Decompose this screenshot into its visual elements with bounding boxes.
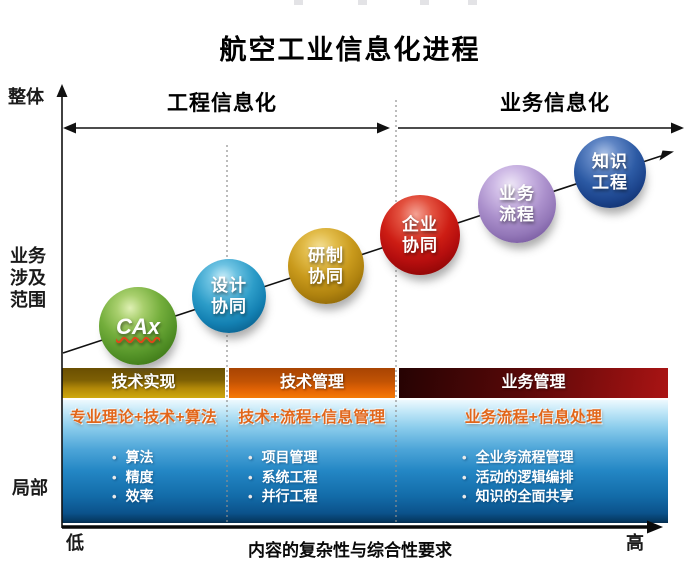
crop-artifact — [420, 0, 429, 5]
sphere-label-line: 企业 — [402, 215, 438, 234]
sphere-development-collaboration: 研制 协同 — [288, 228, 364, 304]
arrow-right-icon — [671, 122, 684, 134]
y-axis-top-label: 整体 — [8, 87, 44, 107]
list-item: 系统工程 — [248, 468, 318, 488]
bullet-text: 效率 — [125, 488, 154, 504]
bullet-text: 活动的逻辑编排 — [475, 468, 574, 485]
list-item: 活动的逻辑编排 — [462, 468, 574, 488]
list-item: 算法 — [112, 448, 154, 468]
subtitle-business-management: 业务流程+信息处理 — [464, 409, 603, 426]
bullet-text: 知识的全面共享 — [475, 488, 574, 504]
band-business-management: 业务管理 — [399, 368, 668, 398]
sphere-business-process: 业务 流程 — [478, 165, 556, 243]
bullet-text: 系统工程 — [261, 468, 318, 485]
section-label-business: 业务信息化 — [500, 92, 610, 115]
bullet-list-business-management: 全业务流程管理 活动的逻辑编排 知识的全面共享 — [462, 448, 574, 507]
bullet-text: 算法 — [125, 449, 154, 465]
sphere-label-line: 流程 — [499, 205, 535, 224]
sphere-label-line: 业务 — [499, 184, 535, 203]
arrow-left-icon — [63, 122, 76, 134]
y-axis-mid-line2: 涉及 — [10, 268, 46, 288]
crop-artifact — [468, 0, 477, 5]
list-item: 全业务流程管理 — [462, 448, 574, 468]
sphere-label-line: 知识 — [592, 152, 628, 171]
section-label-engineering: 工程信息化 — [167, 92, 277, 115]
crop-artifact — [358, 0, 367, 5]
trend-arrowhead-icon — [659, 150, 674, 161]
sphere-knowledge-engineering: 知识 工程 — [574, 136, 646, 208]
bullet-text: 精度 — [125, 468, 154, 485]
sphere-cax: CAx — [99, 287, 177, 365]
arrow-right-icon — [377, 122, 390, 134]
sphere-label-line: 协同 — [211, 297, 247, 316]
sphere-label-line: 工程 — [592, 173, 628, 192]
band-tech-management: 技术管理 — [229, 368, 395, 398]
x-axis-high-label: 高 — [626, 533, 644, 553]
band-tech-implementation: 技术实现 — [62, 368, 225, 398]
bullet-text: 全业务流程管理 — [475, 449, 574, 465]
list-item: 知识的全面共享 — [462, 487, 574, 507]
list-item: 精度 — [112, 468, 154, 488]
x-axis-low-label: 低 — [66, 533, 84, 553]
x-axis-title: 内容的复杂性与综合性要求 — [248, 541, 452, 560]
list-item: 项目管理 — [248, 448, 318, 468]
sphere-label-line: 研制 — [308, 246, 344, 265]
bullet-text: 并行工程 — [261, 488, 318, 504]
subtitle-tech-management: 技术+流程+信息管理 — [238, 409, 386, 426]
y-axis-arrowhead-icon — [56, 84, 68, 97]
y-axis-mid-line1: 业务 — [10, 246, 46, 266]
y-axis-mid-label: 业务 涉及 范围 — [10, 245, 46, 311]
y-axis-bottom-label: 局部 — [12, 478, 48, 498]
sphere-label-line: 设计 — [211, 276, 247, 295]
y-axis-mid-line3: 范围 — [10, 290, 46, 310]
page-title: 航空工业信息化进程 — [219, 35, 481, 65]
list-item: 并行工程 — [248, 487, 318, 507]
subtitle-tech-implementation: 专业理论+技术+算法 — [69, 409, 218, 426]
sphere-design-collaboration: 设计 协同 — [192, 259, 266, 333]
bullet-text: 项目管理 — [261, 449, 318, 465]
sphere-cax-label: CAx — [115, 313, 160, 339]
crop-artifact — [294, 0, 303, 5]
sphere-enterprise-collaboration: 企业 协同 — [380, 195, 460, 275]
bullet-list-tech-implementation: 算法 精度 效率 — [112, 448, 154, 507]
sphere-label-line: 协同 — [402, 236, 438, 255]
sphere-label-line: 协同 — [308, 267, 344, 286]
list-item: 效率 — [112, 487, 154, 507]
bullet-list-tech-management: 项目管理 系统工程 并行工程 — [248, 448, 318, 507]
